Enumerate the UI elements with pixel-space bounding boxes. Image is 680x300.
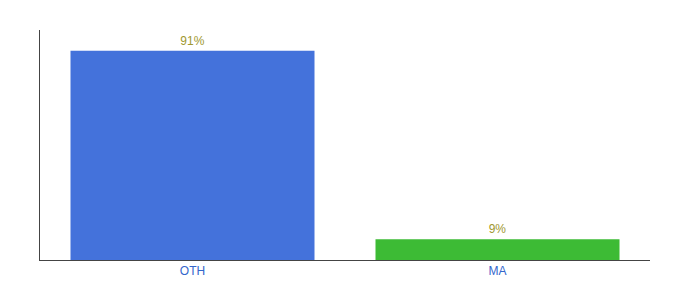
svg-text:OTH: OTH xyxy=(180,264,205,278)
svg-text:MA: MA xyxy=(489,264,507,278)
svg-text:91%: 91% xyxy=(180,34,204,48)
svg-text:9%: 9% xyxy=(489,222,507,236)
